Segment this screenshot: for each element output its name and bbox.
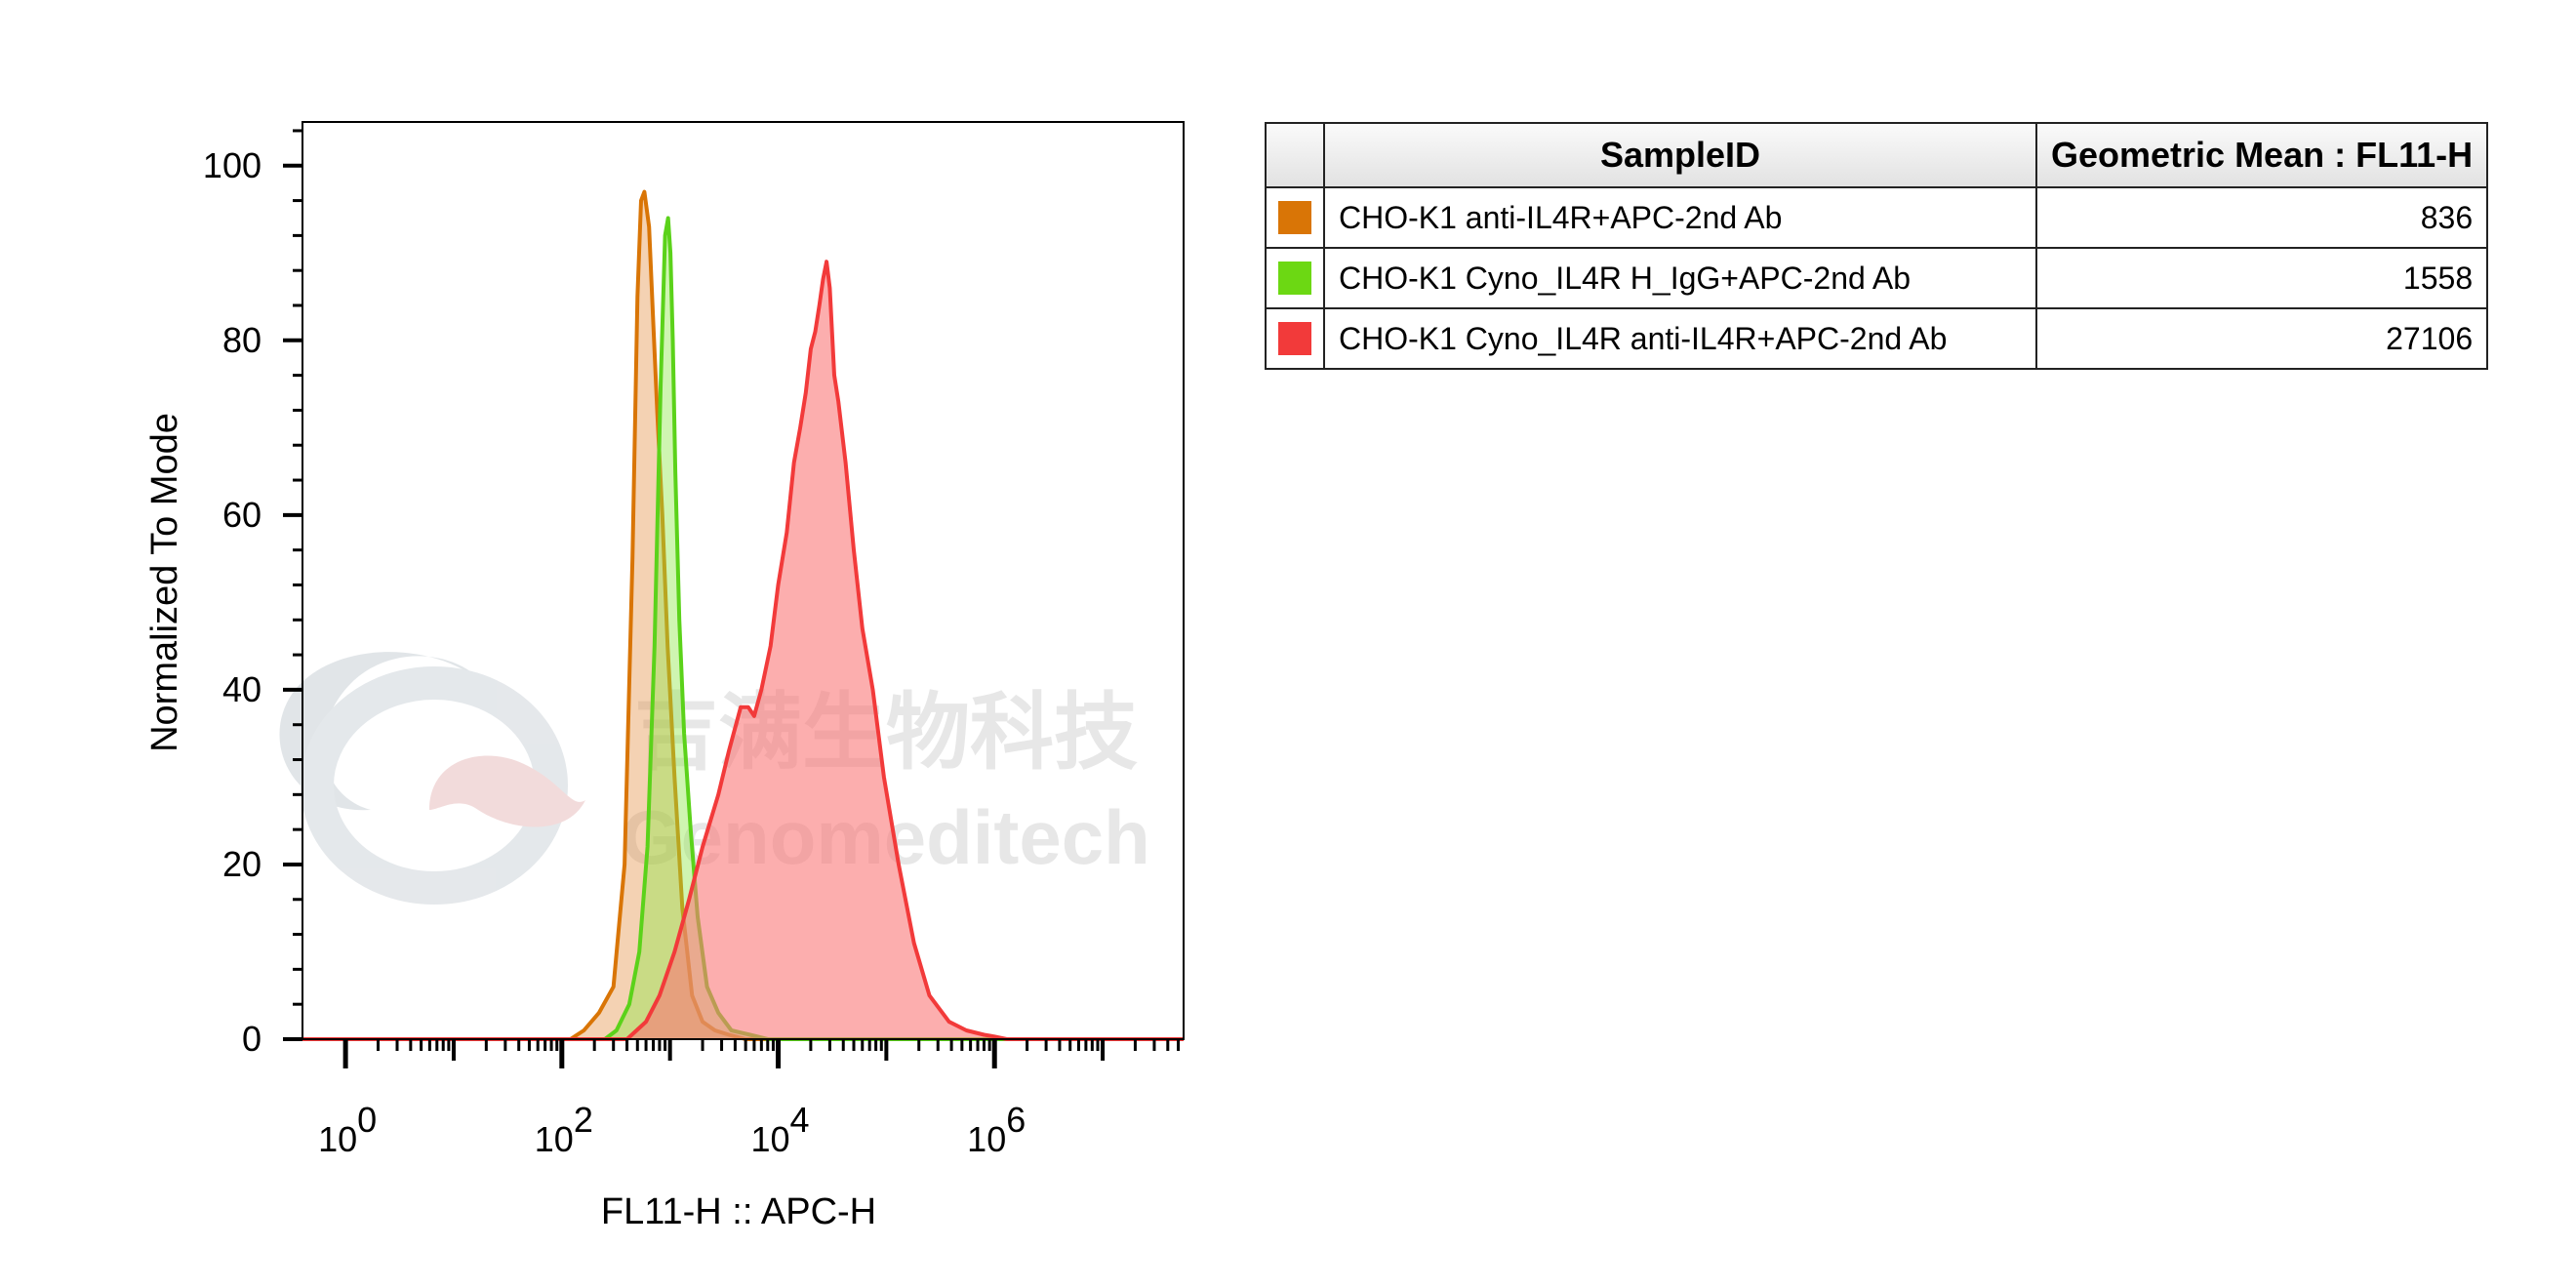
histogram-chart: 吉满生物科技 Genomeditech 02040608010010010210…	[144, 121, 1185, 1232]
y-tick-label: 60	[222, 495, 262, 535]
table-row: CHO-K1 Cyno_IL4R anti-IL4R+APC-2nd Ab 27…	[1265, 307, 2489, 370]
y-tick-label: 20	[222, 844, 262, 884]
series-3	[302, 260, 1184, 1041]
y-tick-label: 80	[222, 320, 262, 360]
y-tick-label: 40	[222, 669, 262, 709]
watermark-logo	[279, 652, 585, 905]
plot-frame	[302, 121, 1185, 1040]
legend-swatch-orange	[1278, 201, 1311, 234]
legend-swatch-red	[1278, 322, 1311, 355]
header-geometric-mean: Geometric Mean : FL11-H	[2034, 122, 2489, 188]
geometric-mean-value: 27106	[2034, 307, 2489, 370]
watermark-cn: 吉满生物科技	[634, 686, 1138, 780]
sample-name: CHO-K1 anti-IL4R+APC-2nd Ab	[1323, 186, 2037, 249]
table-row: CHO-K1 anti-IL4R+APC-2nd Ab 836	[1265, 186, 2489, 249]
header-empty-cell	[1265, 122, 1325, 188]
y-axis-label: Normalized To Mode	[144, 413, 185, 752]
geometric-mean-value: 1558	[2034, 247, 2489, 309]
y-tick-label: 0	[242, 1019, 262, 1059]
x-axis-label: FL11-H :: APC-H	[601, 1191, 876, 1232]
sample-name: CHO-K1 Cyno_IL4R anti-IL4R+APC-2nd Ab	[1323, 307, 2037, 370]
table-row: CHO-K1 Cyno_IL4R H_IgG+APC-2nd Ab 1558	[1265, 247, 2489, 309]
y-tick-label: 100	[203, 145, 262, 185]
series-line	[302, 260, 1184, 1041]
x-tick-label: 102	[535, 1100, 593, 1159]
sample-table: SampleID Geometric Mean : FL11-H CHO-K1 …	[1265, 122, 2489, 370]
x-tick-label: 100	[318, 1100, 377, 1159]
axes-layer: 0 20 40 60 80 100 100 102 104 106	[203, 129, 1181, 1159]
header-sampleid: SampleID	[1323, 122, 2037, 188]
legend-swatch-green	[1278, 262, 1311, 295]
x-tick-label: 104	[750, 1100, 809, 1159]
sample-name: CHO-K1 Cyno_IL4R H_IgG+APC-2nd Ab	[1323, 247, 2037, 309]
geometric-mean-value: 836	[2034, 186, 2489, 249]
series-fill	[302, 262, 1184, 1039]
x-tick-label: 106	[967, 1100, 1026, 1159]
sample-table-header: SampleID Geometric Mean : FL11-H	[1265, 122, 2489, 188]
plot-layer	[302, 189, 1184, 1041]
